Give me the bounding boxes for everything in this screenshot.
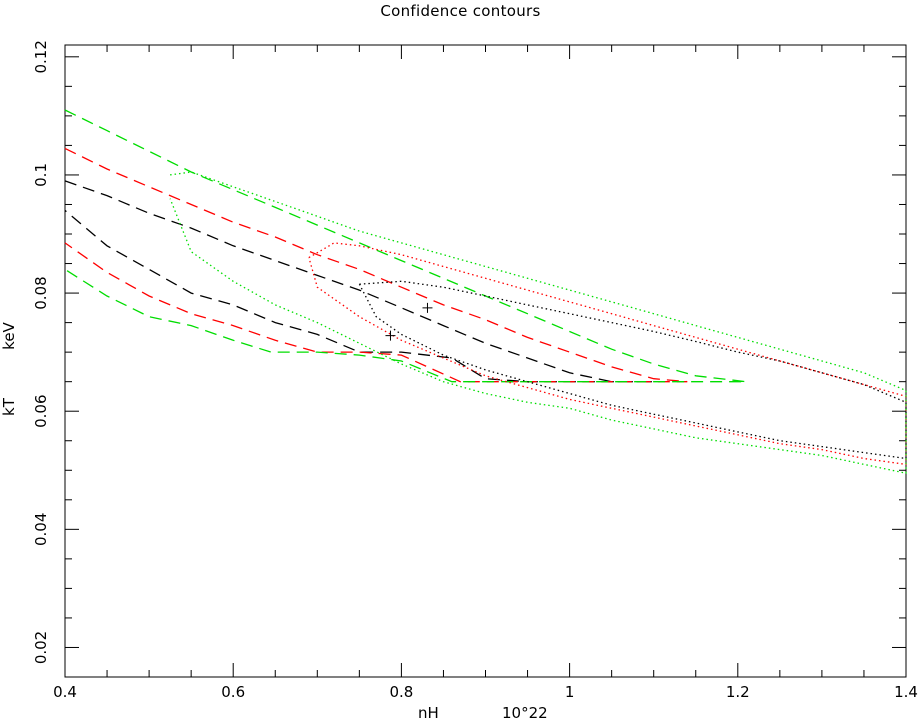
y-axis-unit: keV (0, 322, 18, 350)
green-dotted-contour (169, 171, 907, 475)
x-axis-unit-degree: ° (521, 704, 529, 722)
chart-title: Confidence contours (380, 2, 541, 20)
x-tick-label: 0.8 (389, 683, 413, 701)
x-axis-label: nH (418, 704, 439, 722)
y-tick-label: 0.02 (32, 631, 50, 664)
red-dashed-contour (64, 147, 688, 383)
x-tick-label: 1.2 (726, 683, 750, 701)
best-fit-marker (385, 330, 396, 341)
x-axis-unit-exponent: 22 (528, 704, 548, 722)
black-dotted-contour (358, 280, 907, 460)
y-tick-label: 0.04 (32, 513, 50, 546)
red-dotted-contour (308, 242, 907, 466)
x-axis-unit: 10°22 (502, 704, 548, 722)
best-fit-marker (422, 302, 433, 313)
x-tick-label: 1.4 (894, 683, 918, 701)
green-dashed-contour (64, 109, 747, 383)
x-tick-label: 0.4 (53, 683, 77, 701)
y-tick-label: 0.12 (32, 40, 50, 73)
y-tick-label: 0.06 (32, 395, 50, 428)
x-tick-label: 0.6 (221, 683, 245, 701)
y-tick-label: 0.1 (32, 163, 50, 187)
x-axis-unit-base: 10 (502, 704, 522, 722)
black-dashed-contour (64, 180, 654, 383)
y-tick-label: 0.08 (32, 276, 50, 309)
y-axis-label: kT (0, 398, 18, 416)
x-tick-label: 1 (565, 683, 575, 701)
